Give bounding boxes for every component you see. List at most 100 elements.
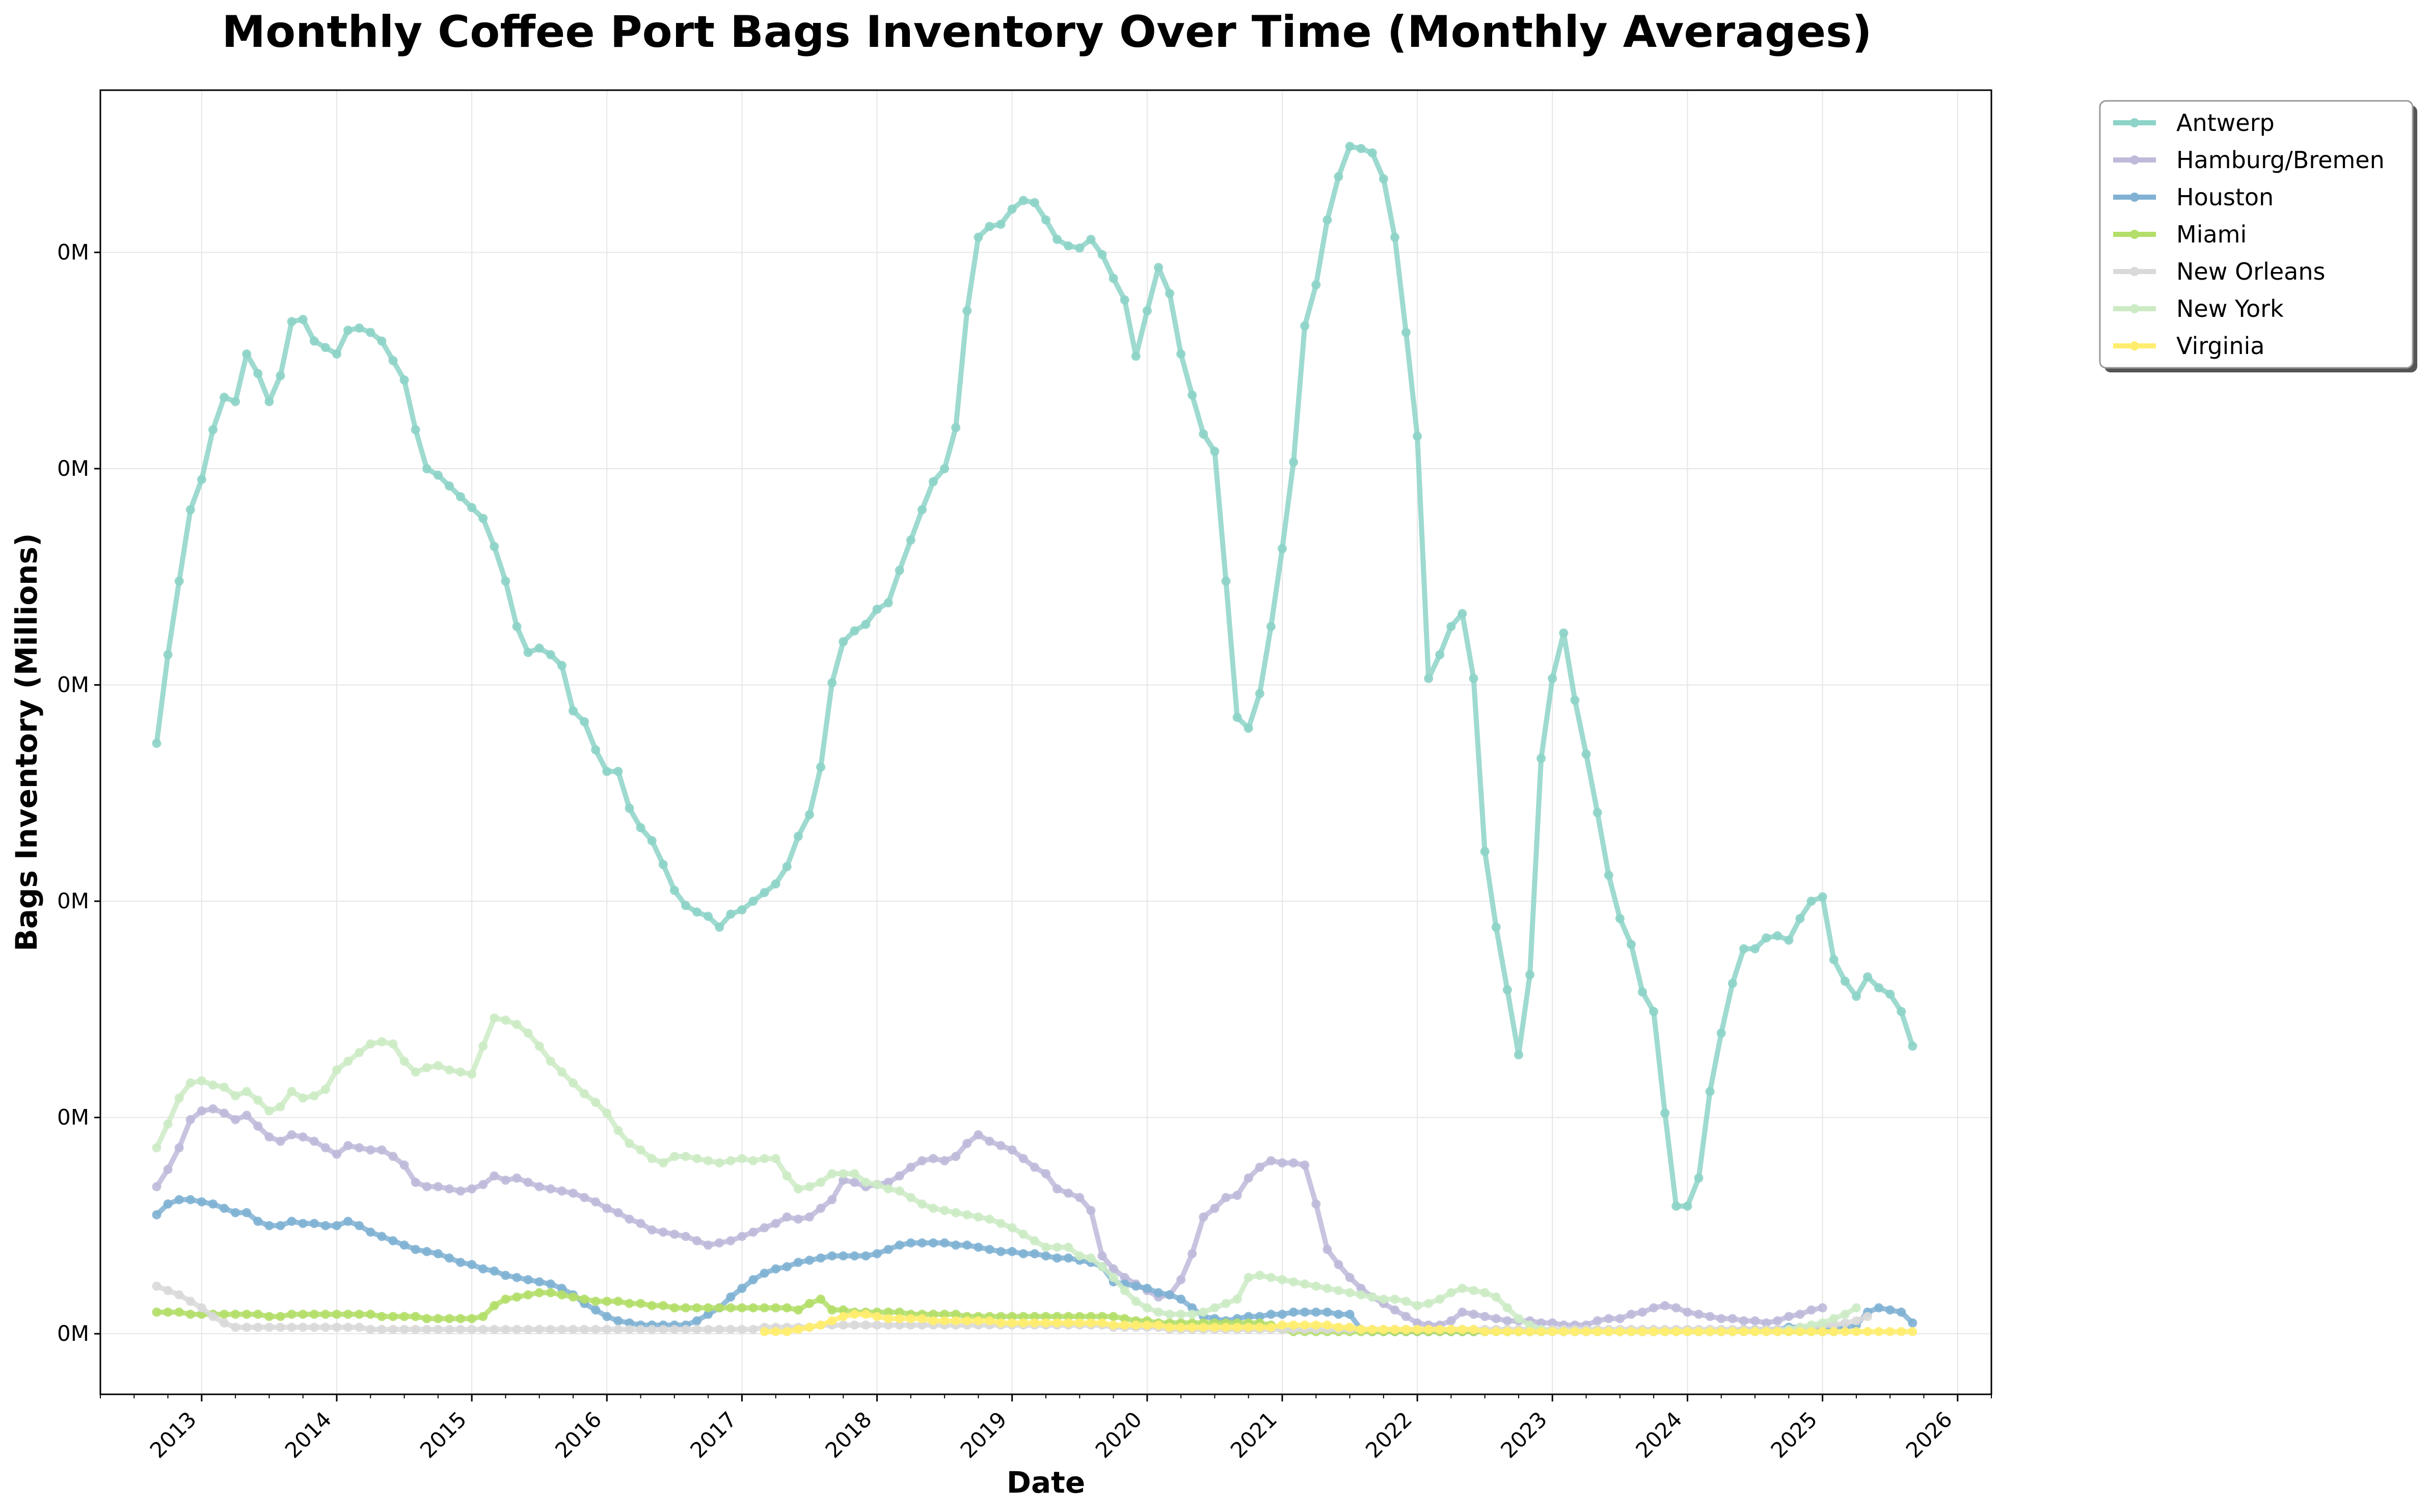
data-point — [647, 836, 657, 846]
data-point — [974, 1243, 983, 1252]
data-point — [276, 1221, 285, 1230]
data-point — [602, 1109, 612, 1118]
data-point — [816, 1177, 826, 1187]
data-point — [1097, 1318, 1107, 1328]
data-point — [1367, 1292, 1377, 1302]
data-point — [1221, 1322, 1231, 1332]
data-point — [546, 1279, 555, 1289]
data-point — [737, 1303, 747, 1313]
data-point — [1401, 1297, 1411, 1306]
data-point — [1278, 1320, 1287, 1330]
data-point — [861, 619, 871, 629]
data-point — [805, 1182, 814, 1192]
data-point — [962, 1316, 972, 1326]
data-point — [850, 626, 859, 636]
data-point — [951, 1152, 961, 1161]
data-point — [985, 1245, 994, 1254]
data-point — [467, 1314, 477, 1324]
data-point — [1052, 1312, 1062, 1321]
data-point — [704, 1240, 713, 1250]
data-point — [388, 1152, 398, 1161]
data-point — [231, 397, 240, 407]
data-point — [906, 1193, 915, 1202]
data-point — [1278, 1275, 1287, 1284]
data-point — [1300, 321, 1310, 331]
data-point — [1773, 931, 1783, 940]
data-point — [1727, 1314, 1737, 1324]
data-point — [636, 1325, 645, 1334]
data-point — [602, 1297, 612, 1306]
data-point — [1154, 1320, 1163, 1330]
data-point — [1829, 955, 1839, 964]
data-point — [355, 1048, 364, 1058]
data-point — [456, 1325, 465, 1334]
data-point — [1345, 1273, 1355, 1282]
data-point — [1683, 1307, 1692, 1317]
data-point — [1897, 1007, 1906, 1016]
data-point — [1480, 1327, 1490, 1336]
data-point — [253, 1322, 263, 1332]
data-point — [1784, 1312, 1794, 1321]
data-point — [490, 1266, 499, 1276]
data-point — [343, 1057, 353, 1066]
data-point — [1435, 650, 1445, 660]
data-point — [760, 1154, 769, 1164]
data-point — [1322, 1284, 1332, 1293]
data-point — [1221, 1193, 1231, 1202]
series-virginia — [760, 1309, 1918, 1336]
data-point — [309, 1219, 319, 1228]
data-point — [1187, 390, 1197, 400]
data-point — [1446, 1288, 1456, 1298]
data-point — [231, 1322, 240, 1332]
data-point — [883, 1314, 893, 1324]
data-point — [377, 1312, 387, 1321]
data-point — [1604, 871, 1613, 880]
data-point — [1334, 1286, 1343, 1295]
data-point — [1627, 939, 1636, 949]
data-point — [445, 1314, 454, 1324]
data-point — [1244, 1173, 1253, 1183]
legend-marker-virginia — [2130, 341, 2139, 350]
data-point — [197, 1197, 206, 1207]
data-point — [1638, 1327, 1647, 1336]
data-point — [231, 1309, 240, 1319]
data-point — [906, 1320, 915, 1330]
data-point — [985, 1137, 994, 1146]
data-point — [1064, 1243, 1073, 1252]
data-point — [490, 542, 499, 551]
data-point — [1694, 1173, 1704, 1183]
data-point — [445, 1065, 454, 1075]
data-point — [309, 1091, 319, 1101]
data-point — [883, 1320, 893, 1330]
data-point — [883, 1245, 893, 1254]
data-point — [1109, 274, 1118, 283]
data-point — [827, 1251, 837, 1261]
data-point — [1818, 1327, 1827, 1336]
data-point — [771, 1264, 780, 1274]
data-point — [298, 1322, 308, 1332]
data-point — [1030, 1236, 1039, 1246]
data-point — [1041, 215, 1050, 225]
data-point — [1480, 1312, 1490, 1321]
data-point — [1131, 1281, 1141, 1291]
data-point — [1457, 609, 1467, 618]
data-point — [636, 1299, 645, 1308]
data-point — [298, 1219, 308, 1228]
data-point — [332, 1149, 341, 1159]
data-point — [1671, 1303, 1681, 1313]
data-point — [1897, 1327, 1906, 1336]
data-point — [298, 315, 308, 324]
data-point — [242, 1111, 252, 1120]
data-point — [1818, 1318, 1827, 1328]
data-point — [793, 831, 803, 841]
data-point — [647, 1301, 657, 1310]
data-point — [1154, 1288, 1163, 1298]
data-point — [1469, 1309, 1478, 1319]
data-point — [1851, 991, 1861, 1001]
data-point — [996, 1318, 1006, 1328]
data-point — [681, 1303, 690, 1313]
data-point — [1232, 1294, 1242, 1304]
data-point — [782, 862, 792, 872]
data-point — [501, 1271, 510, 1280]
data-point — [704, 911, 713, 921]
